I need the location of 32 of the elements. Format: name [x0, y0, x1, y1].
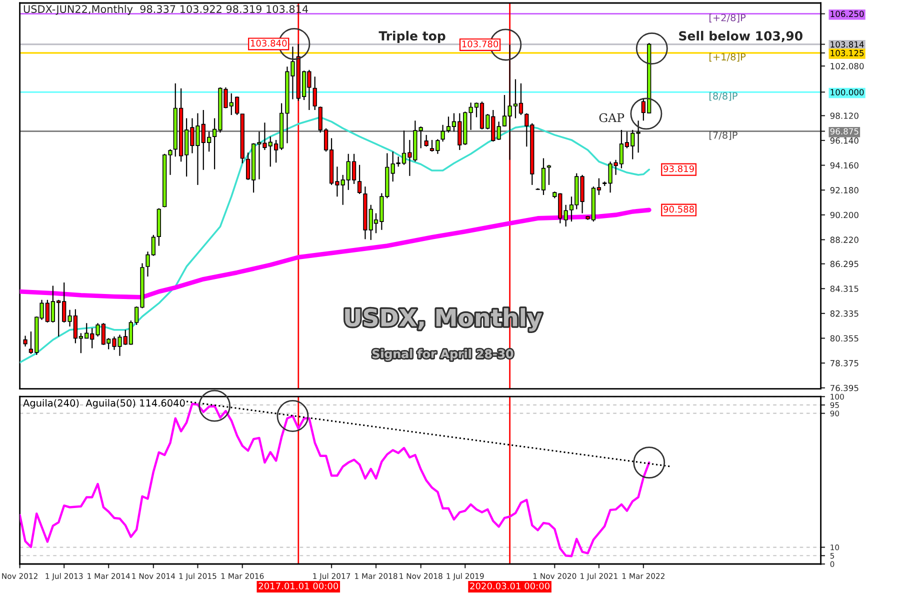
y-tick-label: 96.875 [830, 128, 858, 135]
annotation: 103.780 [462, 40, 498, 48]
y-tick-label: 76.395 [830, 384, 858, 392]
y-tick-label: 90.200 [830, 212, 858, 218]
ref-line-label: [8/8]P [709, 92, 738, 101]
ref-line-label: 2017.01.01 00:00 [258, 582, 338, 590]
ref-line-label: [+2/8]P [709, 14, 746, 22]
y-tick-label: 98.120 [830, 112, 858, 119]
annotation: Sell below 103,90 [679, 30, 802, 42]
annotation: 103.840 [250, 40, 287, 47]
chart-title: Aguila(240) Aguila(50) 114.6040 [23, 399, 185, 409]
y-tick-label: 103.125 [830, 50, 864, 56]
y-tick-label: 86.295 [830, 260, 858, 268]
y-tick-label: 106.250 [830, 10, 864, 18]
annotation: 90.588 [664, 206, 694, 213]
y-tick-label: 88.220 [830, 236, 858, 243]
y-tick-label: 92.180 [830, 187, 858, 194]
y-tick-label: 80.355 [830, 335, 858, 342]
ref-line-label: 2020.03.01 00:00 [470, 582, 550, 590]
y-tick-label: 94.160 [830, 162, 858, 169]
ref-line-label: [7/8]P [709, 131, 738, 140]
ref-line-label: [+1/8]P [709, 52, 746, 62]
annotation: GAP [599, 113, 624, 122]
y-tick-label: 103.814 [830, 41, 864, 48]
y-tick-label: 96.140 [830, 137, 858, 144]
annotation: Triple top [378, 30, 446, 43]
y-tick-label: 84.315 [830, 286, 858, 292]
y-tick-label: 100.000 [830, 89, 864, 96]
y-tick-label: 78.375 [830, 360, 858, 366]
annotation: 93.819 [664, 165, 694, 172]
y-tick-label: 102.080 [830, 63, 864, 70]
y-tick-label: 82.335 [830, 310, 858, 317]
